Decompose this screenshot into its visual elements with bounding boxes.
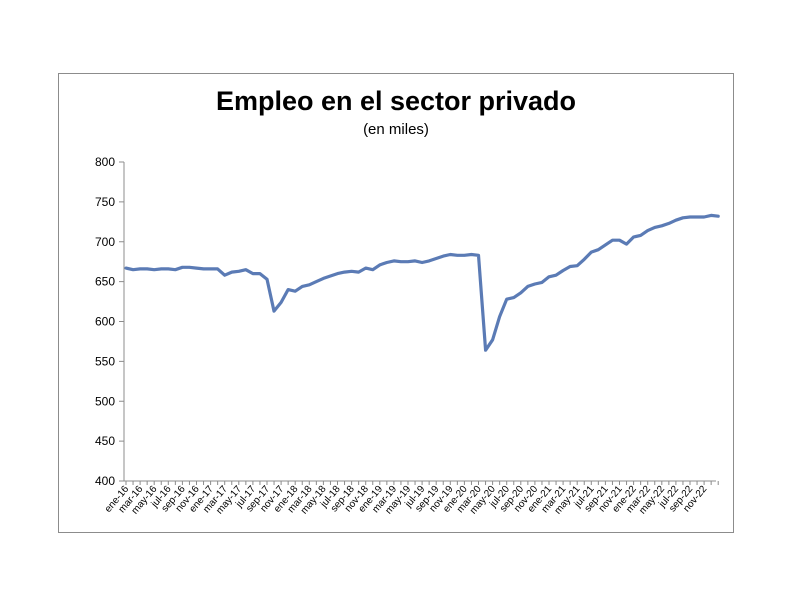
x-axis: ene-16mar-16may-16jul-16sep-16nov-16ene-… (103, 480, 719, 516)
series-line (124, 213, 720, 352)
chart-title: Empleo en el sector privado (215, 86, 577, 116)
y-tick-label: 600 (95, 315, 115, 329)
y-tick-label: 500 (95, 394, 115, 408)
chart-subtitle: (en miles) (363, 121, 429, 138)
series-group (124, 213, 720, 352)
y-tick-label: 450 (95, 434, 115, 448)
y-tick-label: 800 (95, 155, 115, 169)
y-tick-label: 750 (95, 195, 115, 209)
y-tick-label: 650 (95, 275, 115, 289)
y-tick-label: 550 (95, 354, 115, 368)
chart-frame (58, 73, 734, 533)
y-axis: 400 450 500 550 600 650 700 750 800 (95, 155, 125, 488)
y-tick-label: 400 (95, 474, 115, 488)
y-tick-label: 700 (95, 235, 115, 249)
